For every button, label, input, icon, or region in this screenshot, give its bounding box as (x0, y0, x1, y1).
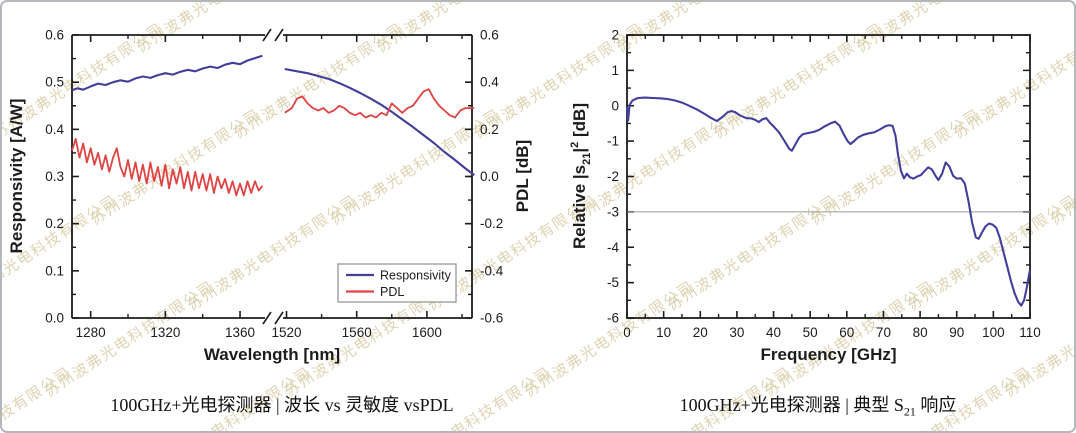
svg-text:0.6: 0.6 (45, 28, 64, 43)
legend-label: Responsivity (380, 269, 452, 283)
left-chart-plot: 1280 1320 1360 1520 1560 1600 0.0 0.1 0.2 0.3 0.4 0… (7, 28, 532, 365)
y-axis-title: Relative |s21|2 [dB] (569, 103, 593, 249)
left-chart-caption: 100GHz+光电探测器 | 波长 vs 灵敏度 vsPDL (32, 391, 532, 417)
left-caption-text: 100GHz+光电探测器 | 波长 vs 灵敏度 vsPDL (110, 395, 454, 415)
svg-text:80: 80 (913, 325, 928, 340)
svg-text:70: 70 (876, 325, 891, 340)
svg-text:-6: -6 (607, 311, 619, 326)
svg-text:0.0: 0.0 (45, 311, 64, 326)
svg-text:1: 1 (611, 63, 619, 78)
right-chart-caption: 100GHz+光电探测器 | 典型 S21 响应 (588, 391, 1048, 420)
svg-text:0: 0 (623, 325, 631, 340)
svg-text:0: 0 (611, 98, 619, 113)
svg-text:-5: -5 (607, 275, 619, 290)
axis-frame (626, 34, 1031, 319)
svg-text:100: 100 (982, 325, 1005, 340)
svg-text:110: 110 (1019, 325, 1041, 340)
svg-text:30: 30 (729, 325, 744, 340)
s21-chart: 0 10 20 30 40 50 60 70 80 90 100 110210-1-2-3-4-5-6… (569, 28, 1041, 365)
svg-text:50: 50 (803, 325, 818, 340)
svg-text:40: 40 (766, 325, 781, 340)
right-y-axis-title: PDL [dB] (513, 140, 532, 212)
svg-text:-4: -4 (607, 240, 619, 255)
axis-frame (71, 34, 473, 319)
responsivity-line (71, 54, 263, 92)
x-axis-title: Frequency [GHz] (760, 345, 896, 364)
svg-text:1320: 1320 (150, 325, 180, 340)
svg-text:-0.2: -0.2 (480, 216, 503, 231)
svg-text:60: 60 (839, 325, 854, 340)
right-caption-prefix: 100GHz+光电探测器 | 典型 S (679, 395, 904, 415)
svg-text:0.3: 0.3 (45, 169, 64, 184)
svg-text:-2: -2 (607, 169, 619, 184)
svg-text:0.6: 0.6 (480, 28, 499, 43)
svg-text:0.0: 0.0 (480, 169, 499, 184)
svg-text:1360: 1360 (225, 325, 255, 340)
pdl-line (284, 88, 475, 119)
svg-text:0.1: 0.1 (45, 263, 64, 278)
left-y-axis-title: Responsivity [A/W] (7, 99, 26, 254)
right-caption-suffix: 响应 (915, 395, 957, 415)
svg-text:2: 2 (611, 28, 619, 43)
svg-text:0.4: 0.4 (480, 75, 499, 90)
axis-break-mark (262, 28, 284, 42)
svg-text:90: 90 (949, 325, 964, 340)
svg-text:1600: 1600 (412, 325, 442, 340)
legend: Responsivity PDL (337, 263, 457, 303)
responsivity-pdl-chart: 1280 1320 1360 1520 1560 1600 0.0 0.1 0.2 0.3 0.4 0… (7, 28, 532, 365)
right-caption-subscript: 21 (903, 404, 916, 419)
axis-break-mark (262, 311, 284, 325)
pdl-line (71, 137, 264, 197)
svg-text:-0.6: -0.6 (480, 311, 503, 326)
svg-text:1560: 1560 (342, 325, 372, 340)
responsivity-line (284, 67, 475, 176)
svg-text:-0.4: -0.4 (480, 263, 504, 278)
x-axis-title: Wavelength [nm] (204, 345, 340, 364)
svg-text:0.4: 0.4 (45, 122, 64, 137)
svg-text:20: 20 (693, 325, 708, 340)
svg-text:0.2: 0.2 (45, 216, 64, 231)
svg-text:1520: 1520 (271, 325, 301, 340)
right-chart-plot: 0 10 20 30 40 50 60 70 80 90 100 110210-1-2-3-4-5-6… (569, 28, 1041, 365)
svg-text:0.5: 0.5 (45, 75, 64, 90)
svg-text:-1: -1 (607, 134, 619, 149)
svg-text:0.2: 0.2 (480, 122, 499, 137)
svg-text:-3: -3 (607, 204, 619, 219)
legend-box (337, 263, 457, 303)
svg-text:10: 10 (656, 325, 671, 340)
legend-label: PDL (380, 285, 404, 299)
s21-line (625, 96, 1032, 307)
svg-text:1280: 1280 (76, 325, 106, 340)
